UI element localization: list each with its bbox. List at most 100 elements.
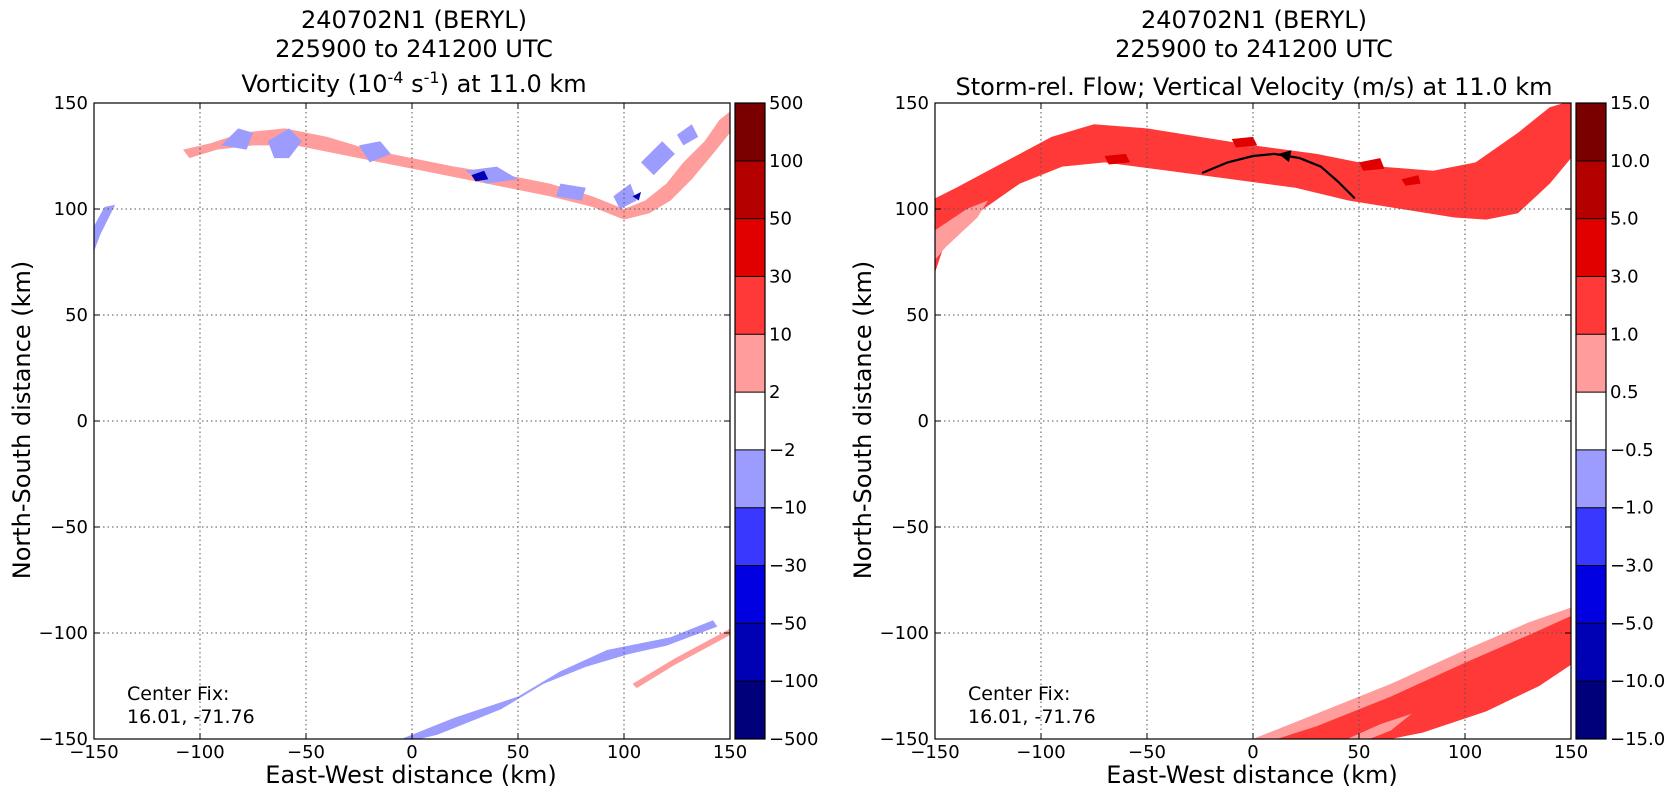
x-tick-label: 50 [507, 742, 530, 763]
colorbar-tick-label: 2 [769, 382, 780, 403]
colorbar-segment [1576, 218, 1606, 277]
colorbar-tick-label: −0.5 [1610, 440, 1654, 461]
center-fix-label: Center Fix: [968, 683, 1070, 705]
panel-title-line3: Storm-rel. Flow; Vertical Velocity (m/s)… [956, 73, 1553, 101]
panel-title-line3: Vorticity (10-4 s-1) at 11.0 km [241, 68, 586, 98]
colorbar-segment [1576, 392, 1606, 451]
colorbar-tick-label: 30 [769, 266, 792, 287]
colorbar-segment [735, 507, 765, 567]
y-tick-label: 0 [918, 411, 929, 432]
contour-region [1252, 607, 1571, 739]
x-tick-label: −150 [910, 742, 959, 763]
y-tick-label: 150 [54, 93, 88, 114]
colorbar-tick-label: 3.0 [1610, 266, 1639, 287]
contour-region [935, 200, 988, 260]
colorbar-tick-label: 50 [769, 209, 792, 230]
colorbar-tick-label: −100 [769, 671, 818, 692]
vorticity-panel: 240702N1 (BERYL) 225900 to 241200 UTC Vo… [8, 6, 818, 789]
colorbar-tick-label: −2 [769, 440, 796, 461]
contour-region [221, 128, 253, 150]
y-tick-label: −150 [39, 729, 88, 750]
contour-region [465, 166, 518, 184]
contour-region [183, 111, 730, 220]
contour-region [1104, 153, 1130, 165]
colorbar-tick-label: −30 [769, 556, 807, 577]
contour-region [359, 141, 391, 163]
colorbar-tick-label: 10 [769, 324, 792, 345]
x-tick-label: −100 [1016, 742, 1065, 763]
y-tick-label: −100 [880, 623, 929, 644]
contour-region [1231, 136, 1258, 148]
colorbar-frame [734, 102, 766, 740]
x-tick-label: −150 [69, 742, 118, 763]
y-axis-label: North-South distance (km) [849, 261, 877, 580]
panel-title-line1: 240702N1 (BERYL) [1141, 6, 1367, 34]
y-tick-label: 100 [895, 199, 929, 220]
center-fix-label: Center Fix: [127, 683, 229, 705]
plot-area: −150 −100 −50 0 50 100 150−150−100−50050100150… [39, 93, 819, 763]
colorbar-segment [1576, 681, 1606, 740]
colorbar-tick-label: −500 [769, 729, 818, 750]
contour-region [556, 183, 586, 201]
y-tick-label: −100 [39, 623, 88, 644]
x-tick-label: 100 [1448, 742, 1482, 763]
colorbar-segment [735, 565, 765, 624]
colorbar-tick-label: 1.0 [1610, 324, 1639, 345]
colorbar-segment [735, 623, 765, 682]
colorbar-segment [1576, 334, 1606, 393]
x-tick-label: −100 [175, 742, 224, 763]
streamline-arrowhead [1278, 150, 1292, 163]
colorbar-segment [735, 276, 765, 335]
y-tick-label: 50 [65, 305, 88, 326]
x-tick-label: −50 [1128, 742, 1166, 763]
colorbar-tick-label: 10.0 [1610, 151, 1650, 172]
colorbar-tick-label: −15.0 [1610, 729, 1665, 750]
colorbar-tick-label: 0.5 [1610, 382, 1639, 403]
plot-area: −150 −100 −50 0 50 100 150−150−100−50050100150… [880, 93, 1666, 763]
colorbar-tick-label: 100 [769, 151, 803, 172]
colorbar-segment [1576, 449, 1606, 509]
x-tick-label: −50 [287, 742, 325, 763]
y-tick-label: −50 [891, 517, 929, 538]
colorbar-tick-label: −3.0 [1610, 556, 1654, 577]
colorbar-tick-label: −50 [769, 613, 807, 634]
panel-title-line1: 240702N1 (BERYL) [301, 6, 527, 34]
contour-region [1254, 607, 1571, 739]
contour-region [935, 103, 1571, 273]
x-tick-label: 100 [607, 742, 641, 763]
y-tick-label: 50 [906, 305, 929, 326]
colorbar-tick-label: −10.0 [1610, 671, 1665, 692]
x-tick-label: 0 [406, 742, 417, 763]
colorbar-segment [1576, 565, 1606, 624]
center-fix-value: 16.01, -71.76 [127, 706, 255, 728]
y-tick-label: 150 [895, 93, 929, 114]
y-tick-label: 0 [77, 411, 88, 432]
colorbar-segment [735, 392, 765, 451]
y-axis-label: North-South distance (km) [8, 261, 36, 580]
vertical-velocity-panel: 240702N1 (BERYL) 225900 to 241200 UTC St… [849, 6, 1665, 789]
contour-region [632, 192, 641, 201]
colorbar-tick-label: −1.0 [1610, 498, 1654, 519]
colorbar-tick-label: 15.0 [1610, 93, 1650, 114]
colorbar-segment [1576, 507, 1606, 567]
colorbar-segment [1576, 103, 1606, 162]
center-fix-value: 16.01, -71.76 [968, 706, 1096, 728]
panel-title-line2: 225900 to 241200 UTC [1115, 35, 1393, 63]
contour-region [94, 204, 116, 252]
colorbar-tick-label: −10 [769, 498, 807, 519]
contour-region [677, 124, 699, 146]
contour-region [632, 628, 730, 689]
colorbar-tick-label: 5.0 [1610, 209, 1639, 230]
x-tick-label: 50 [1348, 742, 1371, 763]
colorbar-segment [735, 218, 765, 277]
colorbar-tick-label: 500 [769, 93, 803, 114]
y-tick-label: −50 [50, 517, 88, 538]
contour-region [641, 141, 675, 176]
contour-region [1359, 158, 1385, 171]
colorbar-frame [1575, 102, 1607, 740]
colorbar-segment [1576, 623, 1606, 682]
x-axis-label: East-West distance (km) [1106, 761, 1397, 789]
colorbar-segment [735, 334, 765, 393]
y-tick-label: 100 [54, 199, 88, 220]
colorbar-tick-label: −5.0 [1610, 613, 1654, 634]
